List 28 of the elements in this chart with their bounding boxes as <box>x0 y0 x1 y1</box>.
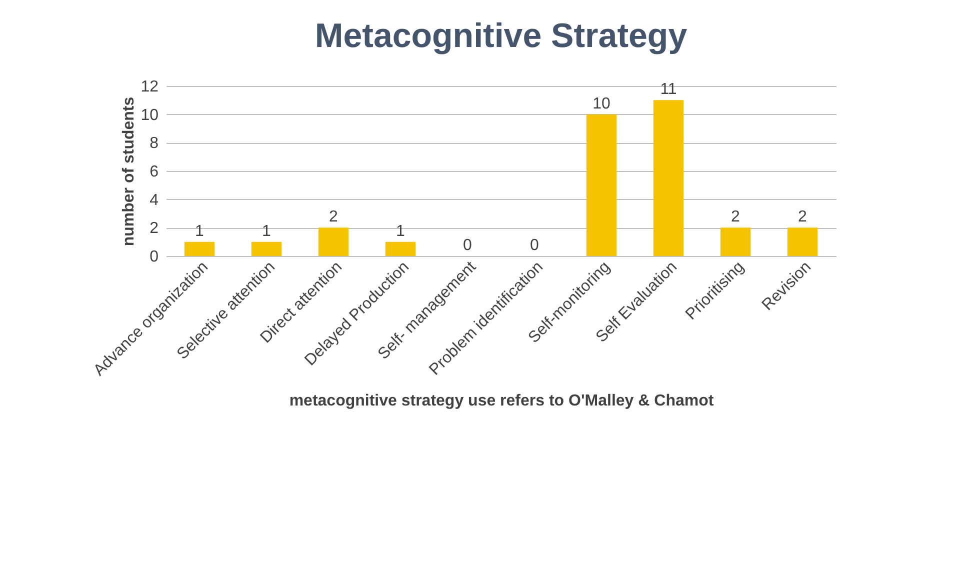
y-tick-label: 0 <box>150 248 159 266</box>
bar <box>586 114 617 256</box>
chart-title: Metacognitive Strategy <box>314 17 688 55</box>
data-label: 2 <box>798 208 808 226</box>
y-tick-label: 10 <box>140 106 159 124</box>
data-label: 2 <box>329 208 338 226</box>
data-label: 1 <box>396 222 406 240</box>
y-tick-label: 4 <box>150 192 159 209</box>
bar <box>720 228 751 256</box>
y-tick-label: 8 <box>150 135 159 152</box>
y-tick-label: 2 <box>150 220 159 238</box>
y-tick-label: 6 <box>150 164 159 180</box>
y-tick-label: 12 <box>140 78 159 96</box>
bar <box>653 100 684 256</box>
bar <box>318 228 349 256</box>
data-label: 1 <box>262 222 272 240</box>
bar <box>184 242 215 256</box>
data-label: 0 <box>530 237 540 254</box>
y-axis-title: number of students <box>120 96 138 246</box>
bar <box>385 242 416 256</box>
data-label: 10 <box>592 95 610 112</box>
bar <box>787 228 818 256</box>
data-label: 2 <box>731 208 740 226</box>
x-axis-title: metacognitive strategy use refers to O'Malley & Chamot <box>289 392 714 410</box>
data-label: 1 <box>195 222 204 240</box>
bar <box>251 242 282 256</box>
data-label: 11 <box>660 81 677 98</box>
data-label: 0 <box>463 237 472 254</box>
